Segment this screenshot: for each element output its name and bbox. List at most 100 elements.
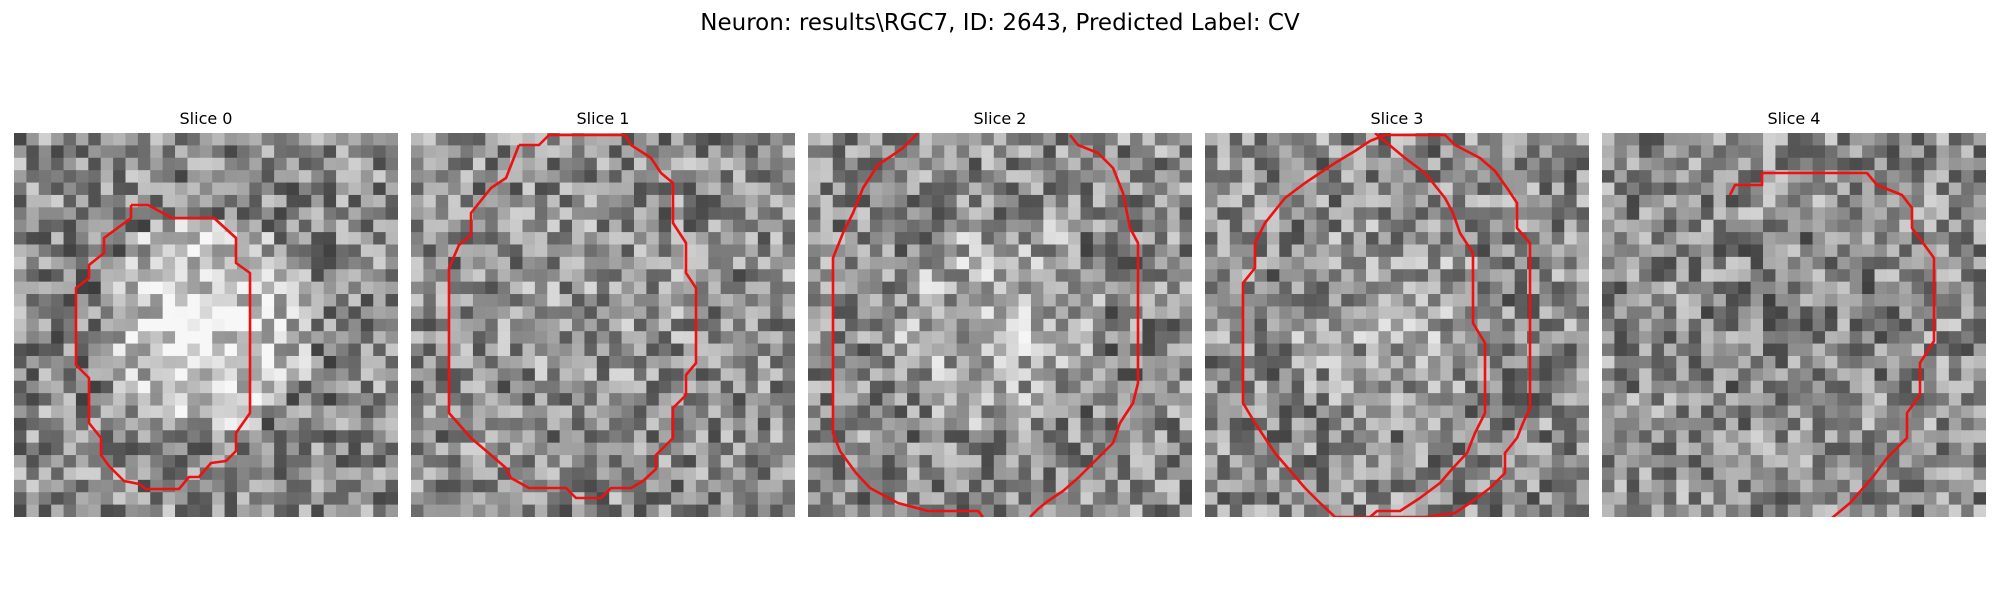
pixel (1452, 380, 1466, 394)
pixel (1701, 430, 1715, 444)
pixel (51, 467, 65, 481)
pixel (857, 405, 871, 419)
pixel (559, 442, 573, 456)
pixel (1304, 145, 1318, 159)
pixel (373, 133, 387, 146)
pixel (1043, 318, 1057, 332)
pixel (1961, 182, 1975, 196)
pixel (1551, 368, 1565, 382)
pixel (1154, 244, 1168, 258)
pixel (708, 244, 722, 258)
pixel (1167, 133, 1181, 146)
pixel (534, 343, 548, 357)
pixel (1229, 455, 1243, 469)
pixel (448, 417, 462, 431)
pixel (1366, 455, 1380, 469)
pixel (1341, 145, 1355, 159)
pixel (1427, 467, 1441, 481)
pixel (733, 343, 747, 357)
pixel (1676, 256, 1690, 270)
pixel (956, 430, 970, 444)
pixel (931, 455, 945, 469)
pixel (1291, 281, 1305, 295)
pixel (869, 405, 883, 419)
pixel (360, 355, 374, 369)
pixel (88, 405, 102, 419)
pixel (956, 343, 970, 357)
pixel (882, 170, 896, 184)
pixel (559, 393, 573, 407)
pixel (1936, 145, 1950, 159)
pixel (1849, 318, 1863, 332)
pixel (1874, 133, 1888, 146)
pixel (894, 405, 908, 419)
pixel (1973, 368, 1986, 382)
pixel (236, 145, 250, 159)
pixel (261, 442, 275, 456)
pixel (931, 318, 945, 332)
pixel (1750, 467, 1764, 481)
pixel (249, 281, 263, 295)
pixel (1527, 467, 1541, 481)
pixel (1936, 393, 1950, 407)
pixel (336, 430, 350, 444)
pixel (547, 417, 561, 431)
pixel (757, 504, 771, 517)
pixel (1750, 269, 1764, 283)
pixel (832, 492, 846, 506)
pixel (1713, 318, 1727, 332)
pixel (1824, 232, 1838, 246)
pixel (1961, 219, 1975, 233)
pixel (137, 182, 151, 196)
pixel (460, 405, 474, 419)
pixel (1701, 294, 1715, 308)
pixel (423, 194, 437, 208)
pixel (88, 368, 102, 382)
pixel (969, 368, 983, 382)
pixel (423, 232, 437, 246)
pixel (1117, 430, 1131, 444)
pixel (1539, 232, 1553, 246)
pixel (1266, 281, 1280, 295)
pixel (770, 343, 784, 357)
pixel (596, 219, 610, 233)
pixel (1154, 442, 1168, 456)
pixel (1576, 393, 1589, 407)
pixel (1551, 170, 1565, 184)
pixel (1862, 306, 1876, 320)
pixel (485, 405, 499, 419)
pixel (212, 417, 226, 431)
pixel (1738, 294, 1752, 308)
pixel (63, 194, 77, 208)
pixel (411, 133, 424, 146)
pixel (1911, 368, 1925, 382)
pixel (26, 479, 40, 493)
pixel (88, 244, 102, 258)
pixel (1539, 492, 1553, 506)
pixel (993, 355, 1007, 369)
pixel (1179, 405, 1192, 419)
pixel (1316, 207, 1330, 221)
pixel (113, 467, 127, 481)
pixel (1849, 281, 1863, 295)
pixel (286, 479, 300, 493)
pixel (348, 355, 362, 369)
pixel (1229, 380, 1243, 394)
pixel (534, 194, 548, 208)
pixel (1514, 331, 1528, 345)
pixel (1676, 306, 1690, 320)
pixel (26, 442, 40, 456)
pixel (832, 170, 846, 184)
pixel (1092, 368, 1106, 382)
pixel (1602, 331, 1615, 345)
pixel (113, 182, 127, 196)
pixel (1602, 133, 1615, 146)
pixel (596, 207, 610, 221)
pixel (1651, 145, 1665, 159)
pixel (1353, 393, 1367, 407)
pixel (770, 368, 784, 382)
pixel (1725, 343, 1739, 357)
pixel (1154, 294, 1168, 308)
pixel (1576, 194, 1589, 208)
pixel (1936, 232, 1950, 246)
